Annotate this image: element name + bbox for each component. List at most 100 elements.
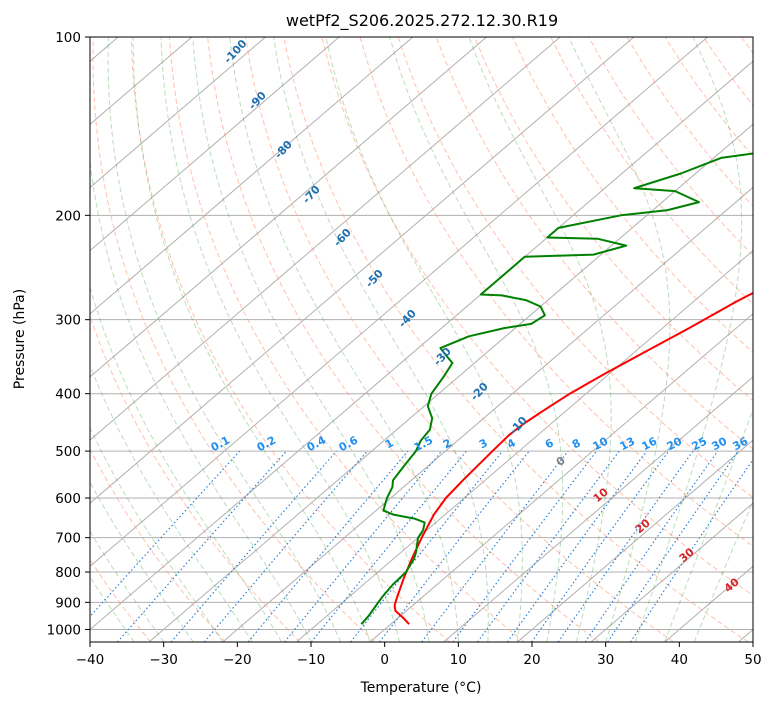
mixing-ratio-line bbox=[630, 458, 753, 642]
moist-adiabat bbox=[160, 37, 400, 642]
mixing-ratio-line bbox=[203, 450, 368, 642]
chart-title: wetPf2_S206.2025.272.12.30.R19 bbox=[286, 11, 558, 31]
dry-adiabat bbox=[550, 37, 753, 305]
isotherm-line bbox=[148, 123, 753, 642]
x-tick-label: 20 bbox=[523, 652, 540, 668]
moist-adiabat bbox=[90, 157, 312, 642]
moist-adiabat bbox=[634, 37, 743, 642]
dry-adiabat bbox=[168, 37, 525, 642]
moist-adiabat bbox=[229, 37, 459, 642]
isotherm-line bbox=[738, 628, 753, 642]
mixing-ratio-line bbox=[452, 450, 598, 642]
mixing-ratio-line bbox=[507, 450, 648, 642]
moist-adiabat-label: 20 bbox=[633, 516, 653, 536]
isotherm-label: -100 bbox=[221, 37, 250, 66]
mixing-ratio-label: 6 bbox=[543, 436, 556, 451]
dry-adiabat bbox=[207, 37, 600, 642]
dry-adiabat bbox=[512, 37, 753, 354]
dry-adiabat bbox=[435, 37, 753, 450]
series-lines bbox=[360, 152, 753, 625]
mixing-ratio-line bbox=[90, 450, 241, 618]
mixing-ratio-label: 4 bbox=[505, 436, 518, 451]
isotherm-label: -20 bbox=[468, 380, 491, 404]
isotherm-label: -70 bbox=[300, 183, 323, 207]
mixing-ratio-line bbox=[421, 450, 569, 642]
isotherm-label: -40 bbox=[396, 307, 419, 331]
moist-adiabat bbox=[90, 364, 253, 642]
y-ticks: 100 200 300 400 500 600 700 800 900 1000 bbox=[47, 30, 90, 638]
dry-adiabat bbox=[740, 37, 753, 54]
moist-adiabat bbox=[90, 530, 165, 642]
mixing-ratio-line bbox=[247, 450, 409, 642]
isotherm-line bbox=[517, 439, 753, 642]
x-ticks: −40 −30 −20 −10 0 10 20 30 40 50 bbox=[76, 642, 762, 668]
moist-adiabat bbox=[389, 37, 564, 642]
moist-adiabat bbox=[90, 426, 224, 642]
gridlines bbox=[90, 36, 753, 630]
moist-adiabats bbox=[90, 37, 753, 642]
isotherm-line bbox=[90, 37, 561, 441]
dry-adiabats bbox=[90, 37, 753, 642]
x-tick-label: −20 bbox=[223, 652, 252, 668]
mixing-ratio-line bbox=[379, 450, 530, 642]
isotherm-line bbox=[443, 376, 753, 642]
mixing-ratio-line bbox=[350, 450, 504, 642]
y-tick-label: 500 bbox=[55, 444, 81, 460]
mixing-ratio-label: 3 bbox=[477, 436, 490, 451]
mixing-ratio-line bbox=[477, 450, 620, 642]
dry-adiabat bbox=[90, 447, 226, 642]
mixing-ratio-label: 16 bbox=[640, 434, 660, 453]
dewpoint-profile bbox=[360, 152, 753, 625]
isotherm-line bbox=[90, 37, 487, 378]
isotherm-line bbox=[222, 186, 753, 642]
moist-adiabat-label: 30 bbox=[677, 545, 697, 565]
y-tick-label: 200 bbox=[55, 208, 81, 224]
mixing-ratio-line bbox=[584, 450, 719, 642]
mixing-ratio-label: 13 bbox=[618, 435, 638, 454]
y-tick-label: 800 bbox=[55, 565, 81, 581]
mixing-ratio-line bbox=[607, 450, 739, 642]
dry-adiabat bbox=[130, 37, 450, 642]
moist-adiabat bbox=[192, 37, 430, 642]
y-tick-label: 1000 bbox=[47, 622, 81, 638]
mixing-ratio-label: 20 bbox=[665, 434, 685, 453]
moist-adiabat bbox=[132, 37, 371, 642]
mixing-ratio-line bbox=[557, 450, 694, 642]
mixing-ratio-label: 30 bbox=[710, 434, 730, 453]
isotherm-label: -90 bbox=[246, 89, 269, 113]
y-tick-label: 400 bbox=[55, 387, 81, 403]
skew-isotherms bbox=[90, 37, 753, 642]
mixing-ratio-label: 8 bbox=[570, 436, 583, 451]
mixing-ratio-label: 25 bbox=[690, 435, 710, 454]
mixing-ratio-line bbox=[310, 450, 467, 642]
dry-adiabat bbox=[321, 37, 753, 597]
mixing-ratio-label: 1 bbox=[383, 436, 396, 451]
x-axis-label: Temperature (°C) bbox=[360, 680, 482, 696]
mixing-ratio-lines bbox=[90, 450, 753, 642]
isotherm-line bbox=[90, 37, 414, 315]
plot-frame bbox=[89, 36, 754, 643]
moist-adiabat bbox=[693, 500, 753, 642]
isotherm-line bbox=[90, 60, 753, 631]
y-tick-label: 100 bbox=[55, 30, 81, 46]
mixing-ratio-line bbox=[170, 450, 337, 642]
mixing-ratio-label: 10 bbox=[591, 434, 611, 453]
x-tick-label: −30 bbox=[149, 652, 178, 668]
y-tick-label: 900 bbox=[55, 595, 81, 611]
isotherm-line bbox=[90, 37, 193, 125]
x-tick-label: −10 bbox=[297, 652, 326, 668]
dry-adiabat bbox=[283, 37, 749, 642]
isotherm-line bbox=[90, 37, 340, 252]
mixing-ratio-line bbox=[284, 450, 443, 642]
temperature-profile bbox=[393, 291, 753, 625]
x-tick-label: 10 bbox=[450, 652, 467, 668]
isotherm-line bbox=[90, 37, 266, 189]
isotherm-line bbox=[90, 37, 708, 567]
isotherm-line bbox=[296, 249, 753, 642]
dry-adiabat bbox=[92, 37, 376, 642]
isotherm-line bbox=[590, 502, 753, 642]
moist-adiabat bbox=[107, 37, 342, 642]
dry-adiabat bbox=[245, 37, 674, 642]
moist-adiabat bbox=[90, 481, 194, 642]
y-tick-label: 300 bbox=[55, 313, 81, 329]
